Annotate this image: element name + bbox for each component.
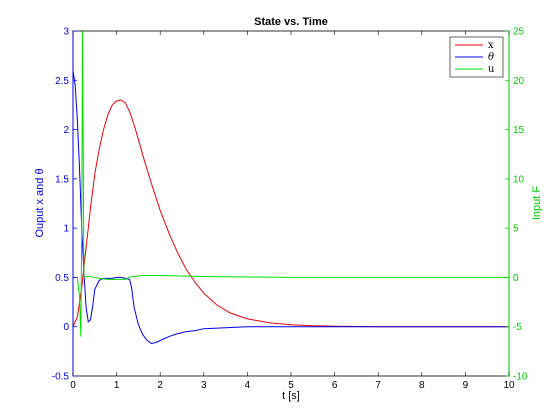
x-tick-label: 9 (463, 380, 469, 391)
y-left-tick-label: -0.5 (52, 372, 70, 383)
y-left-tick-label: 1 (63, 224, 69, 235)
y-right-tick-label: 0 (513, 273, 519, 284)
y-right-tick-label: 25 (513, 27, 525, 38)
y-left-tick-label: 2.5 (55, 76, 69, 87)
y-right-tick-label: 5 (513, 224, 519, 235)
chart-title: State vs. Time (254, 16, 328, 28)
x-tick-label: 10 (503, 380, 515, 391)
series-group (73, 31, 509, 345)
x-tick-label: 4 (245, 380, 251, 391)
y-left-tick-label: 3 (63, 27, 69, 38)
y-axis-left-label: Ouput x and θ (34, 168, 46, 237)
y-left-tick-label: 2 (63, 125, 69, 136)
x-tick-label: 1 (114, 380, 120, 391)
series-line-x (73, 99, 509, 328)
x-tick-label: 2 (157, 380, 163, 391)
legend-label-theta: θ (488, 52, 494, 63)
y-right-tick-label: 15 (513, 125, 525, 136)
x-tick-label: 8 (419, 380, 425, 391)
legend-label-u: u (488, 64, 495, 75)
series-line-theta (73, 70, 509, 345)
y-right-tick-label: 20 (513, 76, 525, 87)
x-tick-label: 6 (332, 380, 338, 391)
y-left-tick-label: 0.5 (55, 273, 69, 284)
y-right-tick-label: 10 (513, 174, 525, 185)
y-left-tick-label: 1.5 (55, 174, 69, 185)
x-tick-label: 0 (70, 380, 76, 391)
y-right-tick-label: -10 (513, 372, 528, 383)
x-axis-label: t [s] (282, 390, 300, 402)
x-tick-label: 3 (201, 380, 207, 391)
y-right-tick-label: -5 (513, 322, 522, 333)
plot-layer (73, 31, 509, 345)
series-line-u (73, 31, 509, 337)
legend-label-x: x (488, 40, 494, 51)
ticks-layer: 0 1 2 3 4 5 6 7 8 9 10-0.500.511.522.53-10-5051015… (52, 27, 528, 392)
y-left-tick-label: 0 (63, 322, 69, 333)
legend: x θ u (449, 36, 504, 78)
x-tick-label: 5 (288, 380, 294, 391)
x-tick-label: 7 (375, 380, 381, 391)
y-axis-right-label: Input F (531, 186, 543, 221)
